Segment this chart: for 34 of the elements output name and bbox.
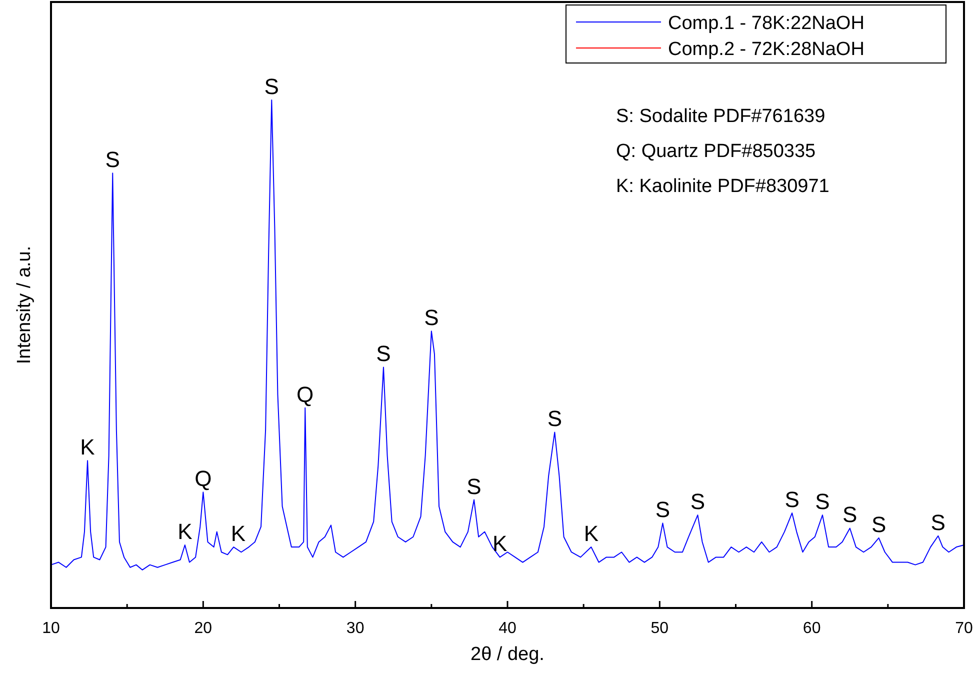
annotation: K [230,521,246,546]
annotation: K [80,434,96,460]
annotation: S [842,502,858,528]
annotation: Q [194,466,212,492]
y-axis-title: Intensity / a.u. [14,246,35,364]
x-tick-label: 10 [42,620,60,637]
annotation: S: Sodalite PDF#761639 [616,106,826,127]
annotation: S [376,341,391,366]
annotation: S [264,74,279,99]
x-tick-label: 70 [955,620,973,637]
annotation: S [871,512,886,537]
annotation: Q [296,382,314,407]
legend-label: Comp.1 - 78K:22NaOH [668,13,864,34]
annotation: Q: Quartz PDF#850335 [616,141,816,162]
annotation: S [547,406,562,432]
annotation: K [584,521,599,546]
x-axis-title: 2θ / deg. [470,644,544,665]
x-tick-label: 40 [498,620,516,637]
x-tick-label: 30 [346,620,364,637]
annotation: S [815,489,830,514]
x-tick-label: 60 [802,620,821,637]
annotation: S [424,305,439,330]
x-tick-label: 20 [194,620,212,637]
annotation: S [690,489,706,514]
annotation: K [492,531,508,556]
annotation: S [655,497,670,522]
x-tick-label: 50 [650,620,669,637]
annotation: S [466,474,482,499]
annotation: S [784,487,800,512]
annotation: S [105,147,120,172]
annotation: S [930,510,946,535]
legend-label: Comp.2 - 72K:28NaOH [668,39,864,60]
annotation: K: Kaolinite PDF#830971 [616,176,830,197]
annotation: K [178,519,193,544]
